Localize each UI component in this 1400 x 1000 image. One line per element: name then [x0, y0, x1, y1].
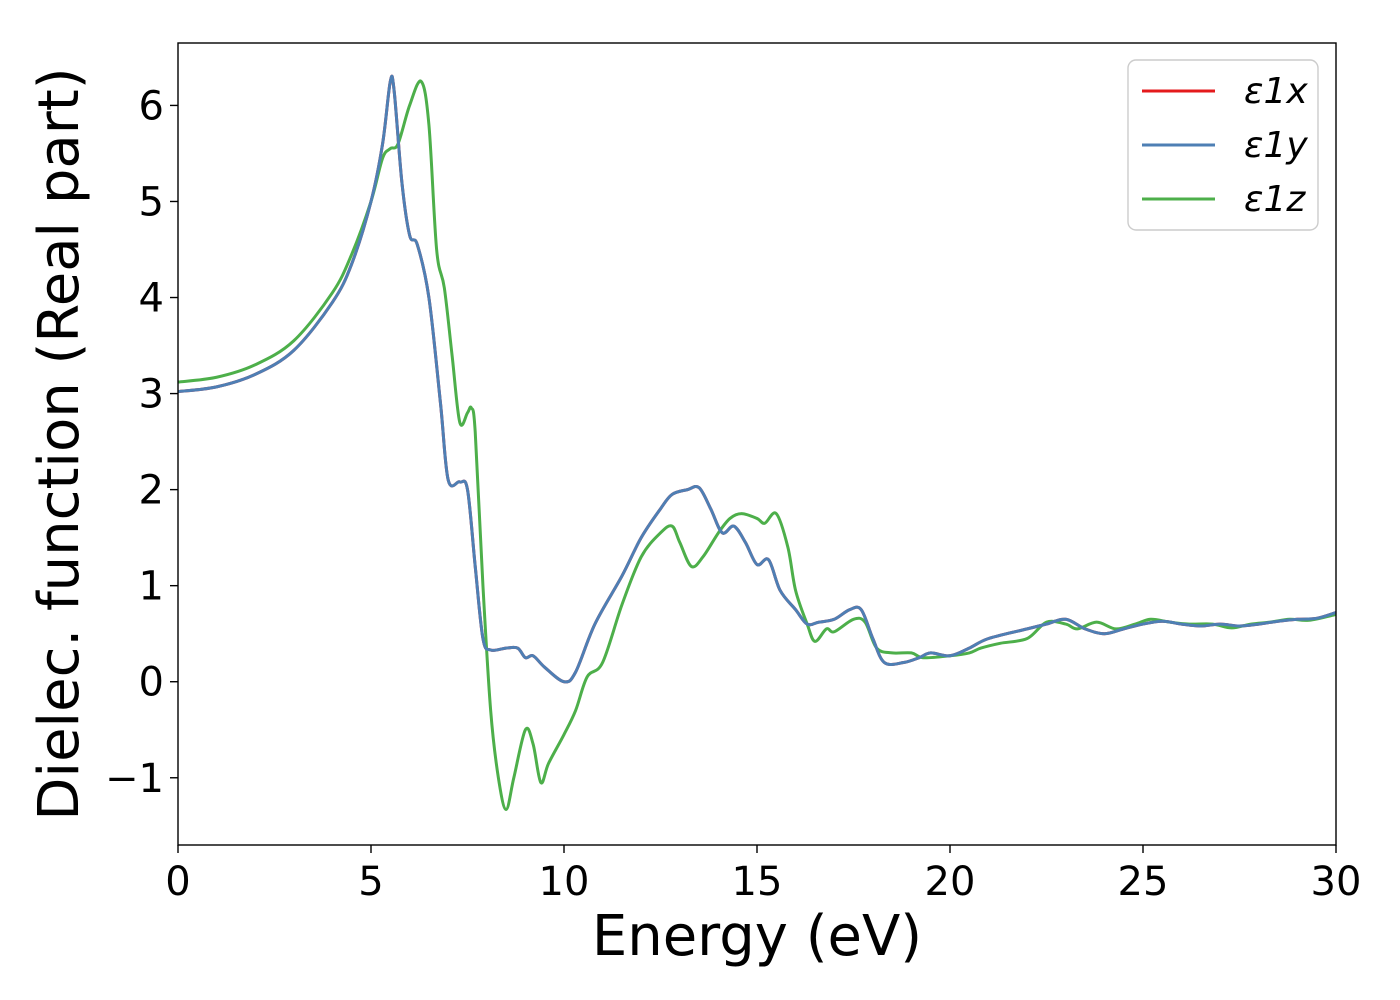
y-axis: −1 0 1 2 3 4 5 6 — [105, 83, 178, 802]
x-tick-label: 25 — [1118, 859, 1169, 905]
x-tick-label: 20 — [925, 859, 976, 905]
y-tick-label: −1 — [105, 756, 164, 802]
y-tick-label: 6 — [139, 83, 164, 129]
x-axis-label: Energy (eV) — [592, 904, 922, 969]
y-tick-label: 0 — [139, 660, 164, 706]
x-tick-label: 30 — [1311, 859, 1362, 905]
y-axis-label: Dielec. function (Real part) — [27, 67, 92, 820]
legend-entry-e1y-label: ε1y — [1244, 125, 1308, 166]
y-tick-label: 5 — [139, 179, 164, 225]
y-tick-label: 2 — [139, 468, 164, 514]
y-tick-label: 3 — [139, 372, 164, 418]
legend-entry-e1x-label: ε1x — [1244, 71, 1308, 112]
series-layer — [178, 74, 1336, 811]
y-tick-label: 1 — [139, 564, 164, 610]
legend-entry-e1z-label: ε1z — [1244, 179, 1306, 220]
series-line-e1y — [178, 74, 1336, 684]
x-tick-label: 15 — [732, 859, 783, 905]
x-tick-label: 0 — [165, 859, 190, 905]
legend-box — [1127, 59, 1319, 231]
y-tick-label: 4 — [139, 276, 164, 322]
x-axis: 0 5 10 15 20 25 30 — [165, 845, 1361, 905]
x-tick-label: 5 — [358, 859, 383, 905]
series-line-e1z — [178, 79, 1336, 811]
x-tick-label: 10 — [539, 859, 590, 905]
legend: ε1x ε1y ε1z — [1127, 59, 1319, 231]
